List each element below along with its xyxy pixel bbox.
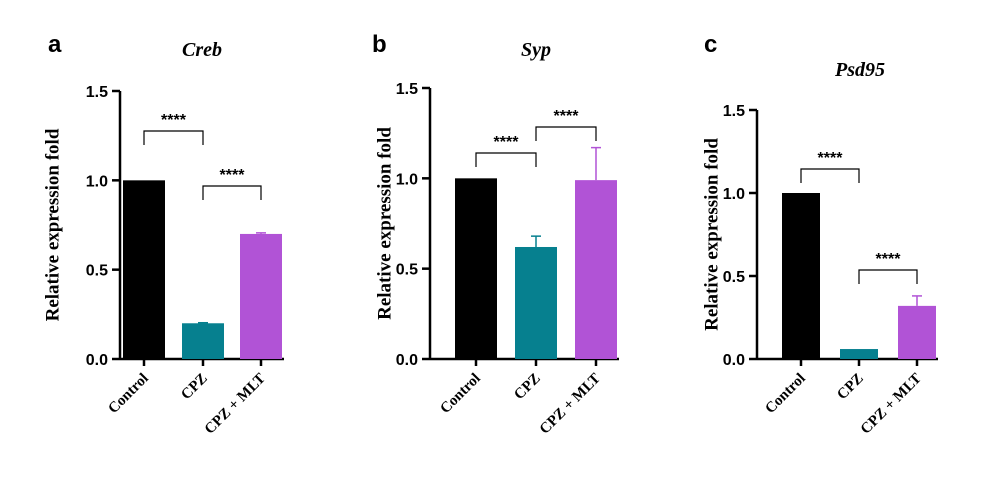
bar-0 xyxy=(123,180,165,359)
significance-label: **** xyxy=(494,134,520,151)
bar-2 xyxy=(898,305,936,359)
bar-2 xyxy=(575,180,617,359)
y-tick-label: 1.0 xyxy=(396,171,418,188)
bar-1 xyxy=(515,246,557,359)
significance-label: **** xyxy=(220,167,246,184)
y-tick-label: 0.5 xyxy=(396,262,418,279)
significance-label: **** xyxy=(161,112,187,129)
x-tick-label: CPZ xyxy=(511,371,544,404)
y-tick-label: 1.0 xyxy=(86,173,108,190)
y-axis-label: Relative expression fold xyxy=(42,128,63,321)
panel-letter: a xyxy=(48,31,62,58)
chart-title: Syp xyxy=(521,39,551,61)
y-tick-label: 1.5 xyxy=(86,84,108,101)
panel-letter: b xyxy=(372,31,387,58)
significance-bracket xyxy=(535,126,597,141)
significance-bracket xyxy=(202,185,262,200)
significance-bracket xyxy=(800,168,860,183)
x-tick-label: Control xyxy=(105,371,151,417)
significance-label: **** xyxy=(876,251,902,268)
y-tick-label: 1.5 xyxy=(723,103,745,120)
y-tick-label: 1.0 xyxy=(723,186,745,203)
y-tick-label: 0.0 xyxy=(723,352,745,369)
significance-bracket xyxy=(858,269,918,284)
chart-title: Psd95 xyxy=(834,59,885,81)
y-axis-label: Relative expression fold xyxy=(701,138,722,331)
chart-panel-b: b Syp Relative expression fold 0.0 0.5 1.0 1.5… xyxy=(372,31,619,438)
x-tick-label: CPZ xyxy=(834,371,867,404)
bar-0 xyxy=(455,178,497,359)
x-tick-label: Control xyxy=(437,371,483,417)
y-tick-label: 0.0 xyxy=(396,352,418,369)
bar-1 xyxy=(840,349,878,359)
x-tick-label: CPZ + MLT xyxy=(537,371,604,438)
y-tick-label: 0.0 xyxy=(86,352,108,369)
bar-2 xyxy=(240,233,282,359)
chart-panel-c: c Psd95 Relative expression fold 0.0 0.5 1.0 1… xyxy=(701,31,938,438)
y-tick-label: 1.5 xyxy=(396,81,418,98)
y-tick-label: 0.5 xyxy=(723,269,745,286)
significance-bracket xyxy=(143,130,204,145)
chart-title: Creb xyxy=(182,39,222,61)
x-tick-label: CPZ + MLT xyxy=(858,371,925,438)
bar-0 xyxy=(782,193,820,359)
bar-1 xyxy=(182,323,224,359)
panel-letter: c xyxy=(704,31,717,58)
significance-label: **** xyxy=(818,150,844,167)
significance-label: **** xyxy=(554,108,580,125)
x-tick-label: Control xyxy=(762,371,808,417)
chart-panel-a: a Creb Relative expression fold 0.0 0.5 1.0 1.… xyxy=(42,31,284,438)
significance-bracket xyxy=(475,152,537,167)
x-tick-label: CPZ + MLT xyxy=(202,371,269,438)
y-axis-label: Relative expression fold xyxy=(374,127,395,320)
y-tick-label: 0.5 xyxy=(86,263,108,280)
x-tick-label: CPZ xyxy=(178,371,211,404)
